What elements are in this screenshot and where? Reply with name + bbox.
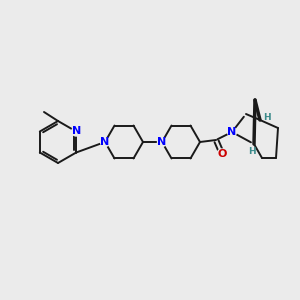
Circle shape (158, 137, 166, 146)
Circle shape (72, 127, 81, 136)
Text: N: N (72, 127, 81, 136)
Text: N: N (158, 137, 166, 147)
Circle shape (100, 137, 109, 146)
Text: H: H (263, 113, 271, 122)
Circle shape (227, 128, 236, 136)
Text: H: H (248, 146, 256, 155)
Text: N: N (227, 127, 237, 137)
Text: O: O (217, 149, 227, 159)
Circle shape (217, 149, 227, 159)
Text: N: N (100, 137, 109, 147)
